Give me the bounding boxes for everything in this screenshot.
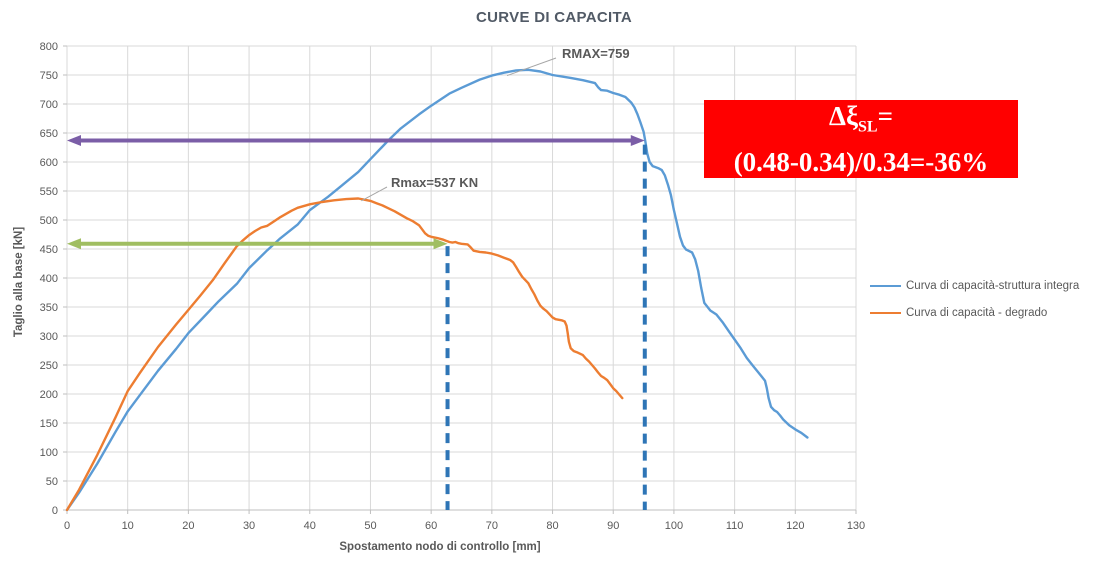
y-tick-label: 750 — [40, 70, 58, 82]
legend-line-integra-icon — [870, 284, 901, 287]
delta-xi-subscript: SL — [858, 118, 878, 136]
y-tick-label: 50 — [46, 476, 58, 488]
x-tick-label: 110 — [726, 520, 744, 532]
y-tick-label: 150 — [40, 418, 58, 430]
y-tick-label: 450 — [40, 244, 58, 256]
x-tick-label: 60 — [425, 520, 437, 532]
arrow-degrado-head-right — [433, 238, 448, 250]
x-tick-label: 100 — [665, 520, 683, 532]
x-tick-label: 70 — [486, 520, 498, 532]
curve-integra[interactable] — [65, 68, 809, 512]
y-tick-label: 600 — [40, 157, 58, 169]
arrow-degrado-head-left — [67, 238, 81, 250]
y-tick-label: 350 — [40, 302, 58, 314]
legend-label-degrado: Curva di capacità - degrado — [906, 306, 1048, 319]
y-tick-label: 800 — [40, 41, 58, 53]
x-tick-label: 10 — [122, 520, 134, 532]
delta-xi-formula-line1: ΔξSL= — [829, 101, 893, 136]
chart-title[interactable]: CURVE DI CAPACITA — [476, 9, 632, 26]
curve-degrado[interactable] — [65, 197, 624, 512]
y-tick-label: 250 — [40, 360, 58, 372]
rmax-integra-label[interactable]: RMAX=759 — [562, 46, 630, 61]
x-tick-label: 130 — [847, 520, 865, 532]
y-tick-label: 500 — [40, 215, 58, 227]
x-tick-label: 90 — [607, 520, 619, 532]
rmax-degrado-label[interactable]: Rmax=537 KN — [391, 175, 479, 190]
y-tick-label: 100 — [40, 447, 58, 459]
y-tick-label: 300 — [40, 331, 58, 343]
x-tick-label: 20 — [182, 520, 194, 532]
delta-xi-annotation-box[interactable]: ΔξSL= (0.48-0.34)/0.34=-36% — [704, 100, 1018, 178]
y-tick-label: 650 — [40, 128, 58, 140]
legend-item-degrado[interactable]: Curva di capacità - degrado — [870, 299, 1079, 326]
y-tick-label: 400 — [40, 273, 58, 285]
legend-item-integra[interactable]: Curva di capacità-struttura integra — [870, 272, 1079, 299]
x-tick-label: 40 — [304, 520, 316, 532]
legend-label-integra: Curva di capacità-struttura integra — [906, 279, 1080, 292]
chart-legend: Curva di capacità-struttura integra Curv… — [870, 272, 1079, 326]
x-tick-label: 0 — [64, 520, 70, 532]
x-tick-label: 30 — [243, 520, 255, 532]
y-tick-label: 200 — [40, 389, 58, 401]
legend-line-degrado-icon — [870, 311, 901, 314]
rmax-integra-leader-line — [506, 57, 557, 77]
y-tick-label: 0 — [52, 505, 58, 517]
y-axis-title: Taglio alla base [kN] — [13, 226, 25, 338]
y-tick-label: 700 — [40, 99, 58, 111]
rmax-degrado-leader-line — [361, 186, 388, 202]
x-tick-label: 50 — [364, 520, 376, 532]
x-axis-title: Spostamento nodo di controllo [mm] — [339, 541, 541, 553]
y-tick-label: 550 — [40, 186, 58, 198]
arrow-integra-head-left — [67, 135, 81, 147]
x-tick-label: 80 — [546, 520, 558, 532]
arrow-integra-head-right — [630, 135, 645, 147]
delta-xi-formula-line2: (0.48-0.34)/0.34=-36% — [733, 146, 989, 177]
x-tick-label: 120 — [786, 520, 804, 532]
